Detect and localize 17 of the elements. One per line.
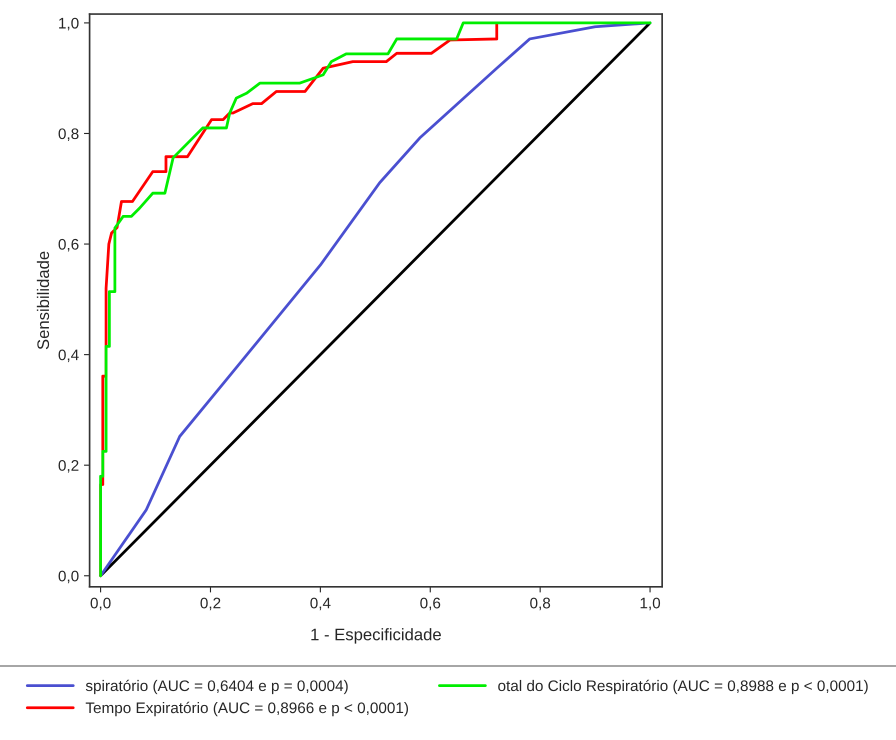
y-tick-label: 0,8	[58, 128, 79, 141]
legend-label: otal do Ciclo Respiratório (AUC = 0,8988 e p < 0,0001)	[498, 680, 868, 694]
x-tick-label: 0,8	[530, 598, 550, 610]
x-tick-label: 0,4	[310, 598, 331, 610]
y-tick-label: 0,0	[58, 570, 79, 584]
x-tick-label: 0,2	[200, 598, 220, 610]
legend-label: spiratório (AUC = 0,6404 e p = 0,0004)	[86, 680, 348, 694]
x-tick-label: 1,0	[640, 598, 660, 610]
x-tick-label: 0,0	[90, 598, 111, 610]
y-tick-label: 1,0	[59, 18, 79, 30]
y-tick-label: 0,4	[58, 349, 79, 362]
x-tick-label: 0,6	[420, 598, 440, 610]
y-axis-title: Sensibilidade	[36, 252, 50, 350]
y-tick-label: 0,6	[58, 238, 79, 252]
y-tick-label: 0,2	[58, 460, 78, 473]
x-axis-title: 1 - Especificidade	[311, 628, 441, 644]
legend-label: Tempo Expiratório (AUC = 0,8966 e p < 0,0001)	[86, 702, 408, 716]
